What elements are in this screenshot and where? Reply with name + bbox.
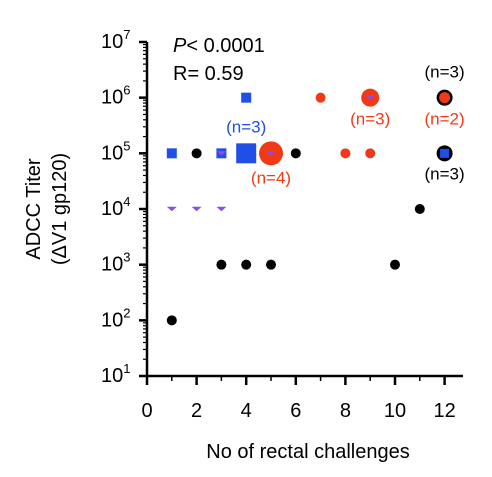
y-tick-base: 10 (101, 31, 123, 53)
y-tick-exponent: 6 (123, 83, 130, 98)
y-tick-label: 102 (101, 305, 130, 331)
x-tick-label: 10 (384, 400, 406, 422)
y-tick-base: 10 (101, 198, 123, 220)
x-ticks: 0 2 4 6 8 10 12 (141, 376, 456, 422)
data-point-triangle (216, 151, 227, 156)
y-tick-exponent: 3 (123, 250, 130, 265)
data-point-circle (365, 148, 376, 159)
y-tick-exponent: 7 (123, 27, 130, 42)
y-tick-base: 10 (101, 142, 123, 164)
p-value: < 0.0001 (186, 35, 264, 57)
x-tick-label: 8 (340, 400, 351, 422)
data-point-square (241, 92, 252, 103)
data-point-inner-triangle (365, 95, 375, 100)
n-label: (n=3) (226, 117, 266, 136)
n-labels: (n=3) (n=4) (n=3) (n=3) (n=2) (n=3) (226, 63, 465, 188)
y-tick-label: 103 (101, 250, 130, 276)
y-tick-base: 10 (101, 309, 123, 331)
data-point-circle (414, 204, 425, 214)
x-tick-label: 4 (241, 400, 252, 422)
y-tick-label: 101 (101, 361, 130, 387)
data-point-triangle (216, 206, 227, 212)
y-tick-exponent: 1 (123, 361, 130, 376)
y-tick-label: 104 (101, 194, 130, 220)
y-tick-base: 10 (101, 87, 123, 109)
r-value-text: R= 0.59 (173, 63, 244, 85)
y-tick-base: 10 (101, 365, 123, 387)
y-tick-label: 106 (101, 83, 130, 109)
n-label: (n=2) (425, 110, 465, 129)
x-tick-label: 6 (290, 400, 301, 422)
data-point-circle (315, 92, 326, 103)
y-axis-label-line2: (ΔV1 gp120) (49, 153, 71, 265)
data-point-triangle (191, 206, 202, 212)
data-point-circle (166, 315, 177, 326)
data-point-square-large (236, 143, 257, 164)
y-tick-label: 105 (101, 138, 130, 164)
y-tick-exponent: 4 (123, 194, 130, 209)
y-tick-label: 107 (101, 27, 130, 53)
data-points (166, 88, 453, 326)
x-axis-label: No of rectal challenges (206, 441, 409, 463)
x-tick-label: 0 (141, 400, 152, 422)
y-tick-exponent: 5 (123, 138, 130, 153)
data-point-circle (340, 148, 351, 159)
data-point-inner-triangle (266, 151, 276, 156)
data-point-circle (390, 259, 400, 270)
data-point-circle (266, 259, 276, 270)
y-tick-base: 10 (101, 254, 123, 276)
data-point-circle (290, 148, 301, 159)
data-point-triangle (166, 206, 177, 212)
data-point-inner-circle (439, 92, 451, 104)
data-point-circle (241, 259, 252, 270)
data-point-inner-square (440, 148, 450, 158)
p-label: P (173, 35, 187, 57)
p-value-text: P< 0.0001 (173, 35, 265, 57)
n-label: (n=4) (251, 168, 291, 187)
x-tick-label: 2 (191, 400, 202, 422)
data-point-square (166, 148, 177, 159)
data-point-circle (216, 259, 227, 270)
n-label: (n=3) (350, 110, 390, 129)
y-tick-exponent: 2 (123, 305, 130, 320)
data-point-circle (191, 148, 202, 159)
x-tick-label: 12 (433, 400, 455, 422)
y-axis-label-line1: ADCC Titer (23, 158, 45, 259)
n-label: (n=3) (425, 63, 465, 82)
n-label: (n=3) (425, 164, 465, 183)
